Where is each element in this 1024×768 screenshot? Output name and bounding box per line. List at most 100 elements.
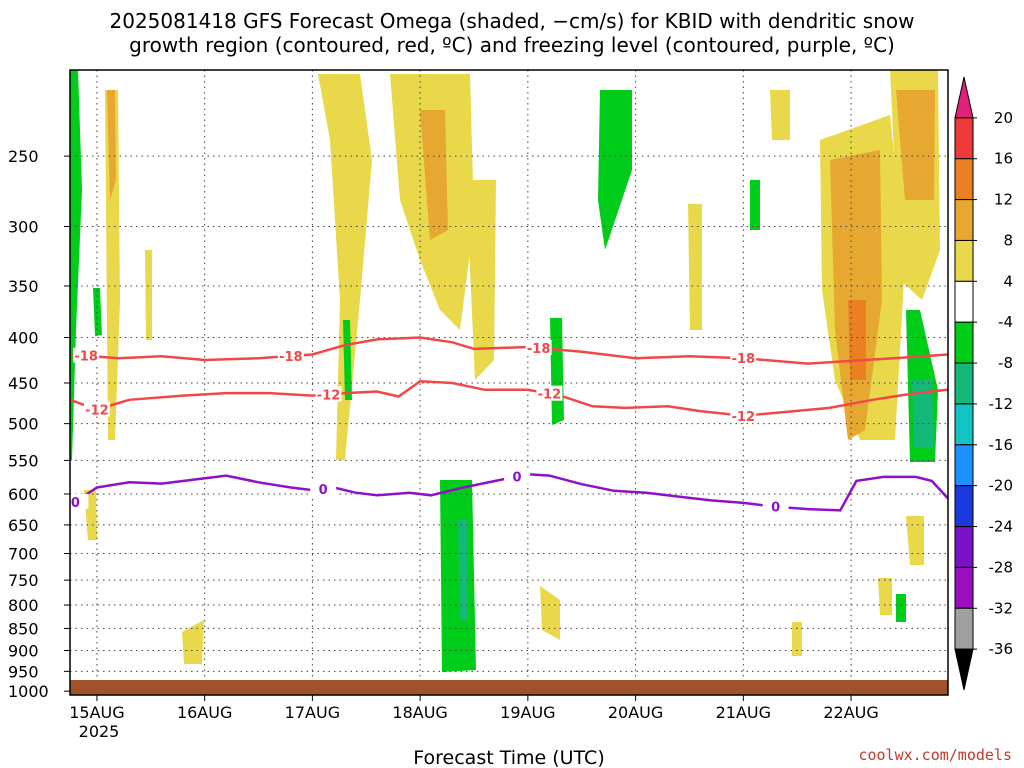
x-tick-label: 18AUG	[392, 703, 447, 722]
omega-shade	[792, 622, 802, 656]
omega-shade	[440, 480, 476, 672]
omega-shade	[688, 204, 702, 330]
x-tick-label: 20AUG	[608, 703, 663, 722]
colorbar-label: -16	[989, 436, 1014, 454]
omega-shade	[93, 288, 102, 336]
contour-label: -18	[732, 352, 756, 367]
omega-shade	[750, 180, 760, 230]
colorbar-bottom-arrow	[954, 648, 974, 691]
y-tick-label: 400	[8, 329, 39, 348]
contour-label-bg	[730, 407, 757, 423]
contour-label-bg	[62, 493, 89, 509]
contour-layer: -18 -18 -18 -18 -12 -12 -12 -12 0 0 0 0	[62, 336, 949, 516]
x-tick-label: 15AUG	[69, 703, 124, 722]
x-tick-label: 17AUG	[285, 703, 340, 722]
y-tick-label: 950	[8, 662, 39, 681]
y-axis: 250 300 350 400 450 500 550 600 650 700 750 800 850 9…	[8, 147, 70, 701]
omega-shade	[458, 520, 468, 620]
x-tick-label: 19AUG	[500, 703, 555, 722]
colorbar-swatch	[954, 158, 974, 201]
omega-shade	[182, 620, 204, 664]
chart-title-line-2: growth region (contoured, red, ºC) and f…	[129, 33, 895, 57]
plot-frame	[69, 69, 949, 696]
x-tick-label: 21AUG	[716, 703, 771, 722]
contour-label-bg	[315, 386, 342, 402]
contour-label: -12	[317, 388, 341, 403]
omega-shade	[343, 320, 352, 400]
colorbar-swatch	[954, 607, 974, 650]
contour-label: 0	[319, 483, 328, 498]
y-tick-label: 600	[8, 485, 39, 504]
omega-shade	[896, 594, 906, 622]
contour-label: -12	[85, 403, 109, 418]
contour-label-bg	[762, 498, 789, 514]
omega-shade	[770, 90, 790, 140]
contour-line--12	[69, 380, 949, 418]
y-tick-label: 350	[8, 277, 39, 296]
y-tick-label: 750	[8, 571, 39, 590]
y-tick-label: 650	[8, 516, 39, 535]
omega-shade	[318, 74, 372, 460]
colorbar-swatch	[954, 526, 974, 568]
omega-shade	[598, 90, 632, 250]
colorbar-swatch	[954, 199, 974, 241]
omega-shade	[420, 110, 448, 240]
chart-title-line-1: 2025081418 GFS Forecast Omega (shaded, −…	[110, 9, 915, 33]
omega-shade	[912, 380, 934, 448]
colorbar-label: -36	[989, 640, 1014, 658]
colorbar-swatch	[954, 362, 974, 405]
y-tick-label: 550	[8, 451, 39, 470]
contour-label: -18	[279, 350, 303, 365]
contour-label-bg	[525, 339, 552, 355]
y-tick-label: 800	[8, 596, 39, 615]
omega-shade	[878, 578, 892, 615]
colorbar-swatch	[954, 485, 974, 528]
colorbar-label: 12	[994, 191, 1013, 209]
x-axis-title: Forecast Time (UTC)	[413, 747, 604, 768]
omega-shade	[145, 250, 152, 340]
contour-label-bg	[310, 480, 337, 496]
colorbar-label: -24	[989, 518, 1014, 536]
contour-label-bg	[277, 347, 304, 363]
contour-label: -18	[74, 350, 98, 365]
omega-shade	[105, 90, 120, 440]
omega-shade	[70, 70, 82, 460]
colorbar-label: -8	[998, 354, 1013, 372]
contour-label-bg	[536, 385, 563, 401]
colorbar-label: 4	[1003, 272, 1013, 290]
colorbar-swatch	[954, 403, 974, 446]
omega-shade	[466, 180, 496, 380]
y-tick-label: 250	[8, 147, 39, 166]
colorbar-swatch	[954, 321, 974, 364]
contour-label-bg	[83, 401, 110, 417]
x-axis: 2025 15AUG 16AUG 17AUG 18AUG 19AUG 20AUG 21AUG…	[69, 695, 879, 741]
contour-label-bg	[730, 350, 757, 366]
colorbar-label: -32	[989, 599, 1014, 617]
credit-text: coolwx.com/models	[858, 746, 1012, 764]
colorbar-swatch	[954, 117, 974, 160]
contour-label: 0	[513, 470, 522, 485]
y-tick-label: 850	[8, 619, 39, 638]
colorbar-label: 20	[994, 109, 1013, 127]
contour-label: -12	[538, 388, 562, 403]
colorbar-label: -28	[989, 558, 1014, 576]
grid-lines	[70, 70, 948, 695]
ground-surface	[70, 680, 948, 695]
y-tick-label: 500	[8, 415, 39, 434]
y-tick-label: 1000	[8, 682, 49, 701]
omega-shade	[830, 150, 882, 440]
omega-shade	[896, 90, 935, 200]
y-tick-label: 300	[8, 217, 39, 236]
contour-label: -12	[732, 410, 756, 425]
colorbar: 20 16 12 8 4 -4 -8 -12 -16 -20 -24 -28 -32 -36	[954, 76, 1014, 691]
omega-shade	[540, 586, 560, 640]
omega-shade	[107, 90, 116, 200]
contour-label-bg	[73, 347, 100, 363]
omega-shading-layer	[70, 70, 940, 672]
y-tick-label: 900	[8, 641, 39, 660]
contour-label-bg	[504, 468, 531, 484]
contour-label: 0	[71, 496, 80, 511]
colorbar-swatch	[954, 566, 974, 609]
colorbar-label: 16	[994, 150, 1013, 168]
